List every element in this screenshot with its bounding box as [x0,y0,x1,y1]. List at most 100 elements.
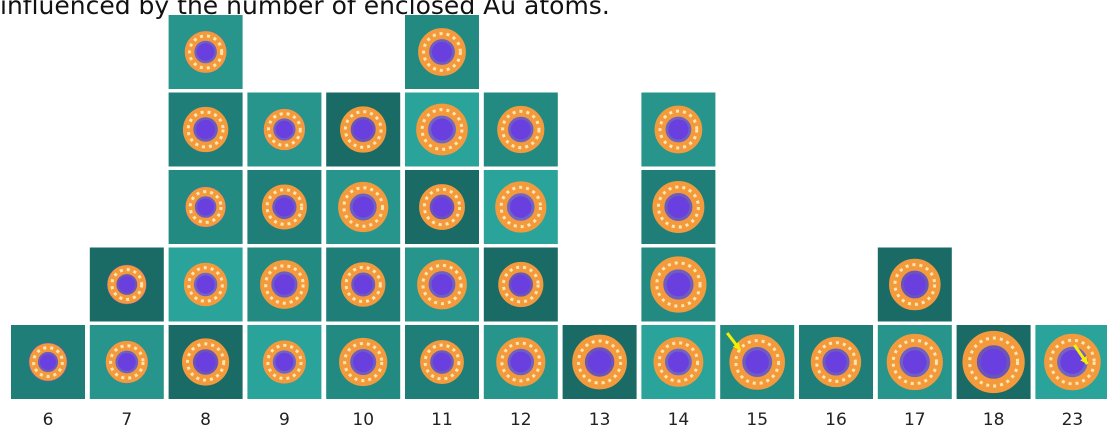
column [11,325,85,399]
column-label: 15 [746,410,768,430]
afm-tile [247,93,321,167]
afm-tile [326,248,400,322]
ring-center [745,350,769,374]
ring-center [511,120,531,140]
ring-center [119,276,135,292]
afm-tile [169,15,243,89]
afm-tile [169,248,243,322]
ring-center [667,196,689,218]
ring-center [196,352,216,372]
ring-center [510,352,531,373]
afm-tile [878,325,952,399]
column-label: 10 [352,410,374,430]
ring-center [353,120,373,140]
column [799,325,873,399]
ring-center [197,43,215,61]
ring-center [433,353,452,372]
afm-tile [405,248,479,322]
ring-center [588,350,611,373]
ring-center [668,351,689,372]
caption: influenced by the number of enclosed Au … [0,0,610,20]
column-label: 13 [589,410,611,430]
ring-center [196,120,215,139]
column [247,93,321,400]
afm-tile [641,170,715,244]
column [169,15,243,399]
figure: influenced by the number of enclosed Au … [0,0,1107,434]
column-label: 9 [279,410,290,430]
column-label: 7 [121,410,132,430]
afm-tile [405,93,479,167]
ring-center [668,119,688,139]
column [326,93,400,400]
column-label: 11 [431,410,453,430]
column [405,15,479,399]
afm-tile [90,325,164,399]
afm-tile [484,248,558,322]
afm-tile [247,248,321,322]
ring-center [667,273,691,297]
afm-tile [90,248,164,322]
afm-tile [563,325,637,399]
ring-center [903,350,927,374]
ring-center [353,352,373,372]
ring-center [118,353,136,371]
column-label: 16 [825,410,847,430]
ring-center [510,196,532,218]
column-label: 23 [1062,410,1084,430]
ring-center [431,274,452,295]
afm-tile [247,325,321,399]
ring-center [825,351,846,372]
afm-tile [169,325,243,399]
ring-center [432,42,452,62]
column-label: 12 [510,410,532,430]
ring-center [980,349,1006,375]
column [1035,325,1107,399]
ring-center [40,354,56,370]
afm-tile [326,93,400,167]
afm-tile [326,170,400,244]
ring-center [196,275,214,293]
ring-center [354,275,373,294]
ring-center [197,199,214,216]
afm-tile [11,325,85,399]
afm-tile [247,170,321,244]
column [641,93,715,400]
afm-tile [799,325,873,399]
ring-center [904,274,926,296]
afm-tile [405,325,479,399]
ring-center [276,121,293,138]
ring-center [275,197,294,216]
ring-center [511,275,530,294]
afm-tile [169,170,243,244]
column [957,325,1031,399]
column [563,325,637,399]
afm-tile [405,15,479,89]
ring-center [275,353,293,371]
afm-tile [484,93,558,167]
afm-tile [641,325,715,399]
tile-grid: 6 7 8 9 10 11 12 13 14 15 16 17 18 23 [11,15,1107,430]
afm-tile [878,248,952,322]
column [90,248,164,400]
column-label: 18 [983,410,1005,430]
ring-center [353,196,374,217]
afm-tile [484,325,558,399]
ring-center [274,274,295,295]
ring-center [431,119,453,141]
column [878,248,952,400]
afm-tile [641,93,715,167]
afm-tile [326,325,400,399]
afm-tile [641,248,715,322]
afm-tile [1035,325,1107,399]
afm-tile [169,93,243,167]
column [484,93,558,400]
column-label: 14 [668,410,690,430]
afm-tile [957,325,1031,399]
ring-center [432,197,451,216]
afm-tile [484,170,558,244]
afm-tile [405,170,479,244]
column-label: 6 [43,410,54,430]
column-label: 17 [904,410,926,430]
column-label: 8 [200,410,211,430]
